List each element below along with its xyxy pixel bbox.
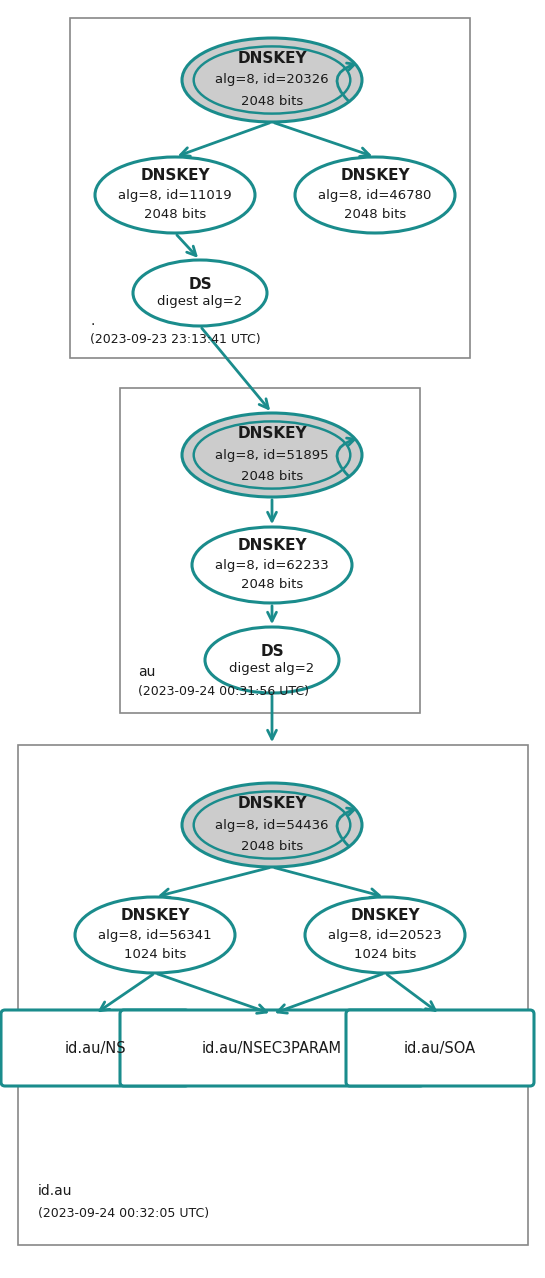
Text: DNSKEY: DNSKEY xyxy=(237,426,307,441)
Text: digest alg=2: digest alg=2 xyxy=(158,295,243,308)
Text: DNSKEY: DNSKEY xyxy=(350,907,420,923)
Text: .: . xyxy=(90,314,94,328)
Ellipse shape xyxy=(75,897,235,973)
Text: alg=8, id=51895: alg=8, id=51895 xyxy=(215,449,329,461)
Text: alg=8, id=46780: alg=8, id=46780 xyxy=(318,188,432,202)
Text: id.au/NSEC3PARAM: id.au/NSEC3PARAM xyxy=(202,1040,342,1056)
Text: DS: DS xyxy=(188,277,212,291)
Text: DNSKEY: DNSKEY xyxy=(237,51,307,65)
Ellipse shape xyxy=(205,627,339,693)
Ellipse shape xyxy=(305,897,465,973)
Ellipse shape xyxy=(295,157,455,233)
Bar xyxy=(18,745,528,1245)
Text: alg=8, id=62233: alg=8, id=62233 xyxy=(215,558,329,571)
Text: alg=8, id=54436: alg=8, id=54436 xyxy=(215,818,329,832)
Text: alg=8, id=56341: alg=8, id=56341 xyxy=(98,929,212,942)
Ellipse shape xyxy=(182,38,362,121)
Text: id.au/NS: id.au/NS xyxy=(64,1040,126,1056)
Ellipse shape xyxy=(182,783,362,866)
Ellipse shape xyxy=(133,259,267,326)
Text: 2048 bits: 2048 bits xyxy=(144,208,206,221)
Text: 1024 bits: 1024 bits xyxy=(354,948,416,961)
Text: DNSKEY: DNSKEY xyxy=(340,167,410,183)
FancyBboxPatch shape xyxy=(120,1010,424,1086)
Text: alg=8, id=20326: alg=8, id=20326 xyxy=(215,74,329,87)
Text: alg=8, id=20523: alg=8, id=20523 xyxy=(328,929,442,942)
Text: 2048 bits: 2048 bits xyxy=(241,578,303,592)
Text: 1024 bits: 1024 bits xyxy=(124,948,186,961)
FancyBboxPatch shape xyxy=(1,1010,189,1086)
Text: 2048 bits: 2048 bits xyxy=(344,208,406,221)
Text: 2048 bits: 2048 bits xyxy=(241,470,303,483)
Text: id.au/SOA: id.au/SOA xyxy=(404,1040,476,1056)
Text: DNSKEY: DNSKEY xyxy=(237,538,307,553)
Text: DS: DS xyxy=(260,644,284,659)
Bar xyxy=(70,18,470,358)
Text: 2048 bits: 2048 bits xyxy=(241,96,303,109)
Text: (2023-09-24 00:31:56 UTC): (2023-09-24 00:31:56 UTC) xyxy=(138,685,309,698)
Text: DNSKEY: DNSKEY xyxy=(140,167,210,183)
Ellipse shape xyxy=(192,527,352,603)
Text: alg=8, id=11019: alg=8, id=11019 xyxy=(118,188,232,202)
Text: (2023-09-23 23:13:41 UTC): (2023-09-23 23:13:41 UTC) xyxy=(90,334,261,346)
FancyBboxPatch shape xyxy=(346,1010,534,1086)
Text: digest alg=2: digest alg=2 xyxy=(229,662,314,675)
Text: id.au: id.au xyxy=(38,1183,72,1197)
Text: 2048 bits: 2048 bits xyxy=(241,841,303,854)
Bar xyxy=(120,389,420,713)
Ellipse shape xyxy=(95,157,255,233)
Text: DNSKEY: DNSKEY xyxy=(237,796,307,810)
Ellipse shape xyxy=(182,413,362,497)
Text: DNSKEY: DNSKEY xyxy=(120,907,190,923)
Text: (2023-09-24 00:32:05 UTC): (2023-09-24 00:32:05 UTC) xyxy=(38,1206,209,1220)
Text: au: au xyxy=(138,665,155,679)
